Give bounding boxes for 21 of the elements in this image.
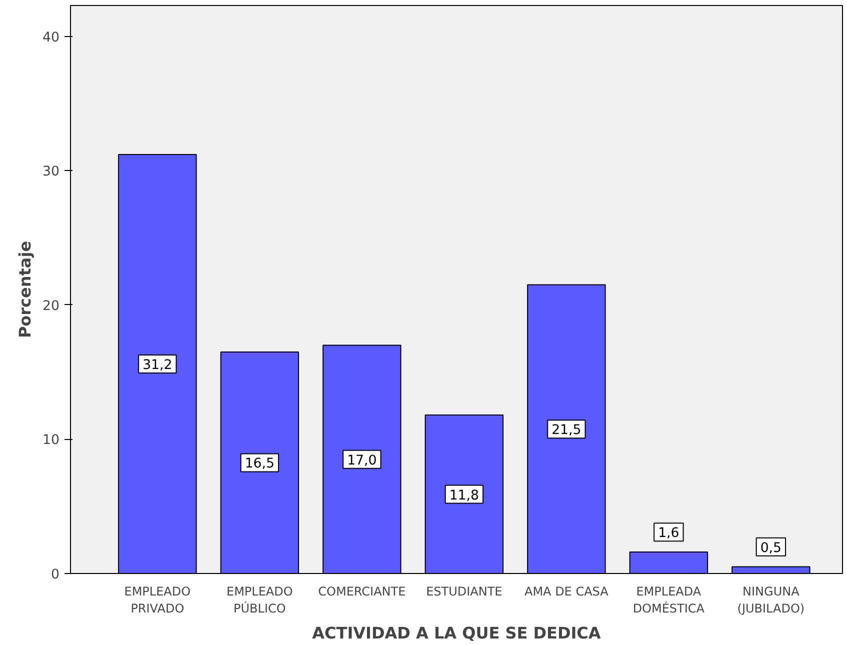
data-label: 16,5 [244,456,275,472]
data-label: 31,2 [142,358,172,374]
y-axis-title: Porcentaje [16,240,35,338]
y-tick-label: 20 [42,298,60,314]
x-tick-label: EMPLEADA DOMÉSTICA [632,584,706,616]
x-tick-label: EMPLEADO PÚBLICO [226,584,293,616]
x-tick-label: COMERCIANTE [318,584,406,598]
x-tick-label: EMPLEADO PRIVADO [124,584,191,616]
data-label: 0,5 [760,540,782,556]
data-label: 1,6 [658,526,680,542]
y-tick-label: 30 [42,164,60,180]
x-tick-label: ESTUDIANTE [426,584,502,598]
data-label: 17,0 [347,453,377,468]
y-tick-label: 40 [42,30,60,46]
y-tick-label: 0 [51,568,60,582]
x-axis-title: ACTIVIDAD A LA QUE SE DEDICA [312,623,602,642]
x-tick-label: AMA DE CASA [524,584,610,598]
y-tick-label: 10 [42,433,60,448]
x-tick-label: NINGUNA (JUBILADO) [737,584,805,616]
data-label: 21,5 [552,423,582,438]
data-label: 11,8 [449,488,480,504]
